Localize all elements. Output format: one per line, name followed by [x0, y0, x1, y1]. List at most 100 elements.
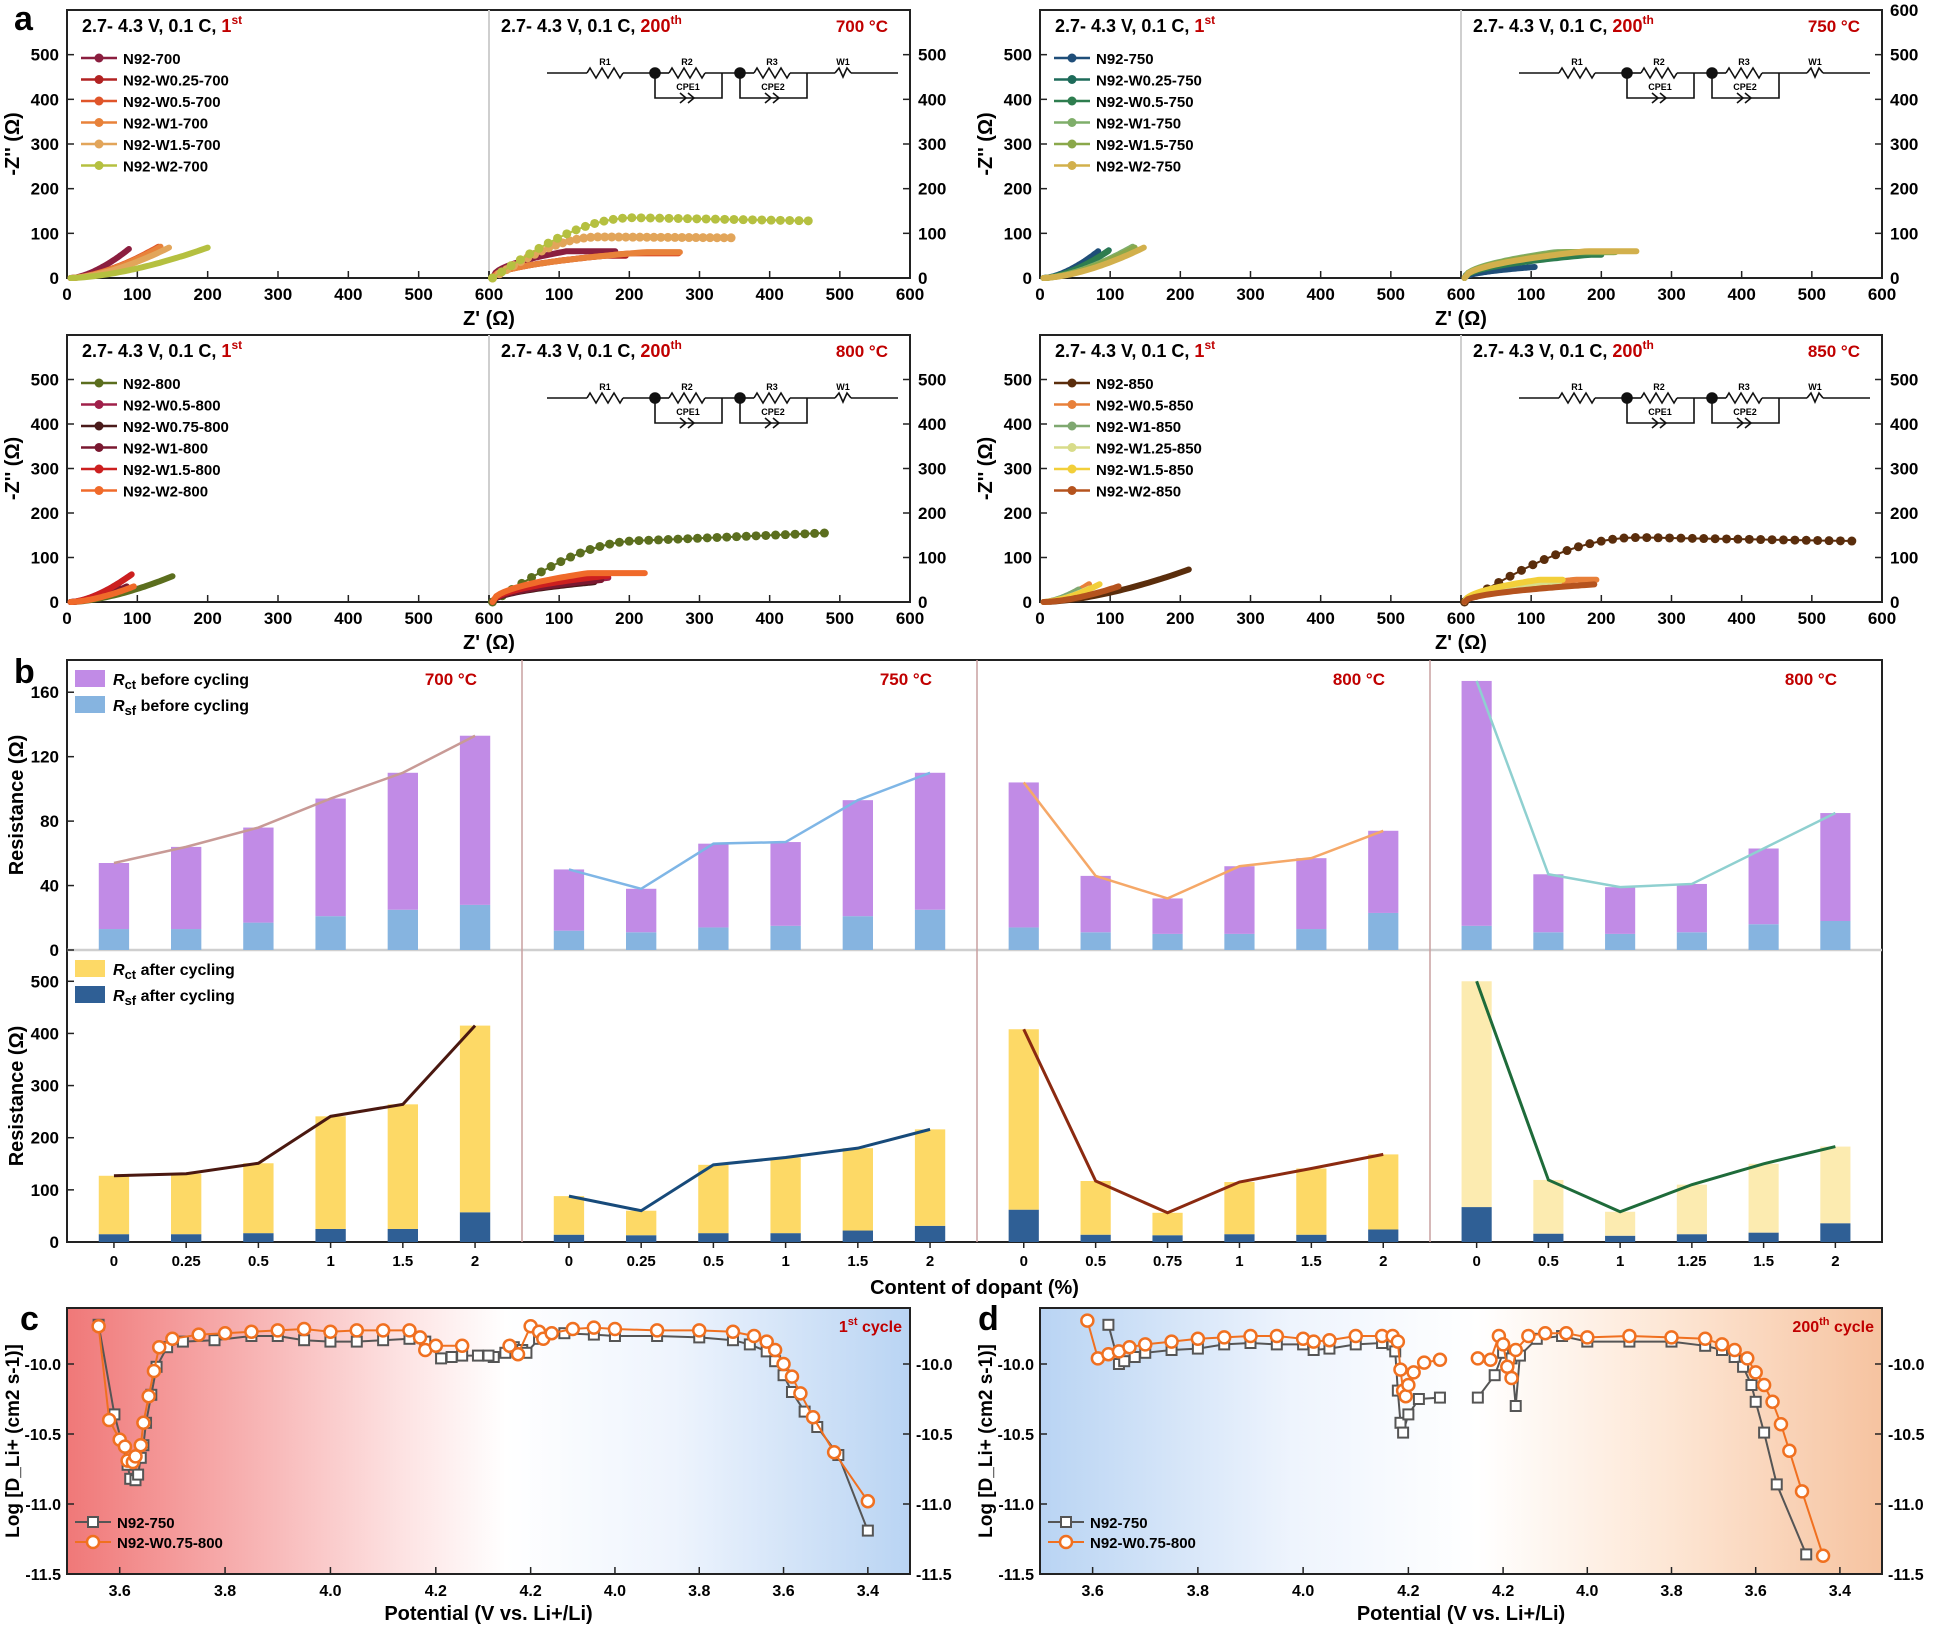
y-tick-label-right: 400: [918, 415, 946, 434]
x-tick-label: 300: [1657, 285, 1685, 304]
circuit-label: R2: [681, 57, 693, 67]
bar-rsf-before: [626, 932, 657, 950]
x-tick-label: 2: [1831, 1253, 1839, 1270]
data-point-circle: [1348, 1328, 1363, 1344]
x-tick-label: 500: [826, 285, 854, 304]
bar-rct-before: [1820, 813, 1851, 921]
bar-rct-before: [1008, 782, 1039, 928]
legend-marker: [1067, 161, 1077, 170]
y-tick-label: 200: [31, 180, 59, 199]
nyquist-point-200th: [677, 232, 687, 242]
data-point-circle: [1483, 1352, 1498, 1368]
cycle-text: cycle: [858, 1319, 903, 1336]
x-tick-label: 500: [1798, 609, 1826, 628]
data-point-square: [1402, 1408, 1415, 1421]
y-tick-label-right: 0: [918, 593, 927, 612]
data-point-circle: [776, 1356, 791, 1372]
x-tick-label: 100: [123, 285, 151, 304]
bar-rct-after: [698, 1164, 729, 1234]
data-point-circle: [1393, 1362, 1408, 1377]
y-tick-label: 200: [31, 504, 59, 523]
nyquist-point-200th: [645, 213, 655, 223]
circuit-label: CPE2: [761, 407, 785, 417]
title-cycle-sup: th: [670, 338, 681, 352]
bar-rct-before: [1461, 680, 1492, 926]
nyquist-curve-1st: [67, 244, 211, 281]
bar-rsf-after: [315, 1228, 346, 1242]
y-tick-label: 100: [1004, 224, 1032, 243]
nyquist-point-200th: [663, 534, 673, 544]
trend-line-after: [113, 1024, 477, 1178]
legend-label: Rct before cycling: [113, 672, 249, 692]
y-tick-label-right: 0: [1890, 269, 1899, 288]
nyquist-point-200th: [691, 233, 701, 243]
bar-rsf-before: [315, 916, 346, 950]
title-cycle-sup: th: [670, 13, 681, 27]
bar-rsf-before: [1224, 933, 1255, 950]
nyquist-point-200th: [644, 535, 654, 545]
title-cycle: 200: [1612, 341, 1642, 361]
nyquist-point-200th: [551, 240, 561, 250]
nyquist-point-200th: [605, 539, 615, 549]
x-tick-label: 200: [1587, 285, 1615, 304]
legend-label: N92-W0.5-850: [1096, 398, 1194, 415]
y-axis-label-bottom: Resistance (Ω): [6, 1026, 28, 1167]
nyquist-point-200th: [1528, 560, 1538, 570]
nyquist-point-200th: [766, 215, 776, 225]
nyquist-curve-1st: [1040, 244, 1147, 281]
bar-rct-before: [1224, 866, 1255, 934]
legend-label: N92-W0.75-800: [1090, 1535, 1196, 1552]
x-tick-label: 4.0: [1292, 1583, 1314, 1600]
bar-rsf-after: [626, 1235, 657, 1242]
circuit-label: W1: [1808, 57, 1822, 67]
nyquist-point-200th: [595, 541, 605, 551]
data-point-circle: [349, 1323, 365, 1338]
x-tick-label: 600: [896, 609, 924, 628]
bar-rsf-before: [171, 929, 202, 950]
cycle-number: 1: [839, 1319, 848, 1336]
nyquist-curve-1st: [67, 583, 137, 605]
bar-rct-before: [1533, 874, 1564, 933]
circuit-label: CPE1: [676, 407, 700, 417]
bar-rct-before: [243, 827, 274, 923]
y-tick-label-right: 500: [918, 46, 946, 65]
legend-marker: [94, 400, 104, 409]
nyquist-point-200th: [575, 548, 585, 558]
y-tick-label-right: 300: [918, 135, 946, 154]
data-point-circle: [128, 1449, 143, 1464]
cpe1-branch: [1626, 73, 1695, 99]
x-tick-label: 0.25: [172, 1253, 201, 1270]
nyquist-point-200th: [1847, 536, 1857, 546]
legend-marker: [85, 1534, 101, 1550]
nyquist-point-200th: [593, 232, 603, 242]
bar-rct-before: [553, 869, 585, 931]
right-subplot-title: 2.7- 4.3 V, 0.1 C, 200th: [1473, 13, 1654, 36]
y-axis-label: -Z'' (Ω): [2, 437, 24, 500]
data-point-square: [1745, 1379, 1758, 1391]
nyquist-point-200th: [1824, 536, 1834, 546]
legend-label: N92-W0.25-750: [1096, 73, 1202, 90]
nyquist-curve-200th: [1461, 581, 1598, 605]
x-tick-label: 2: [471, 1253, 479, 1270]
y-tick-label-right: 500: [918, 371, 946, 390]
temperature-label: 700 °C: [425, 670, 477, 689]
nyquist-point-200th: [636, 213, 646, 223]
legend-symbol: R: [113, 672, 125, 689]
legend-marker: [94, 53, 104, 63]
x-tick-label: 400: [755, 609, 783, 628]
legend-label: N92-W2-750: [1096, 159, 1181, 176]
x-tick-label: 600: [1447, 609, 1475, 628]
y-tick-label: 160: [31, 683, 59, 702]
y-tick-label-right: 100: [1890, 224, 1918, 243]
data-point-circle: [586, 1320, 602, 1335]
legend-marker: [1067, 139, 1077, 149]
x-tick-label: 0: [110, 1253, 118, 1270]
data-point-square: [1412, 1393, 1425, 1405]
temperature-label: 800 °C: [1333, 670, 1385, 689]
y-tick-label: 400: [31, 415, 59, 434]
nyquist-point-200th: [566, 552, 576, 562]
x-tick-label: 600: [1868, 285, 1896, 304]
bar-rsf-after: [387, 1228, 418, 1242]
legend-marker: [87, 1516, 99, 1528]
x-tick-label: 300: [685, 285, 713, 304]
